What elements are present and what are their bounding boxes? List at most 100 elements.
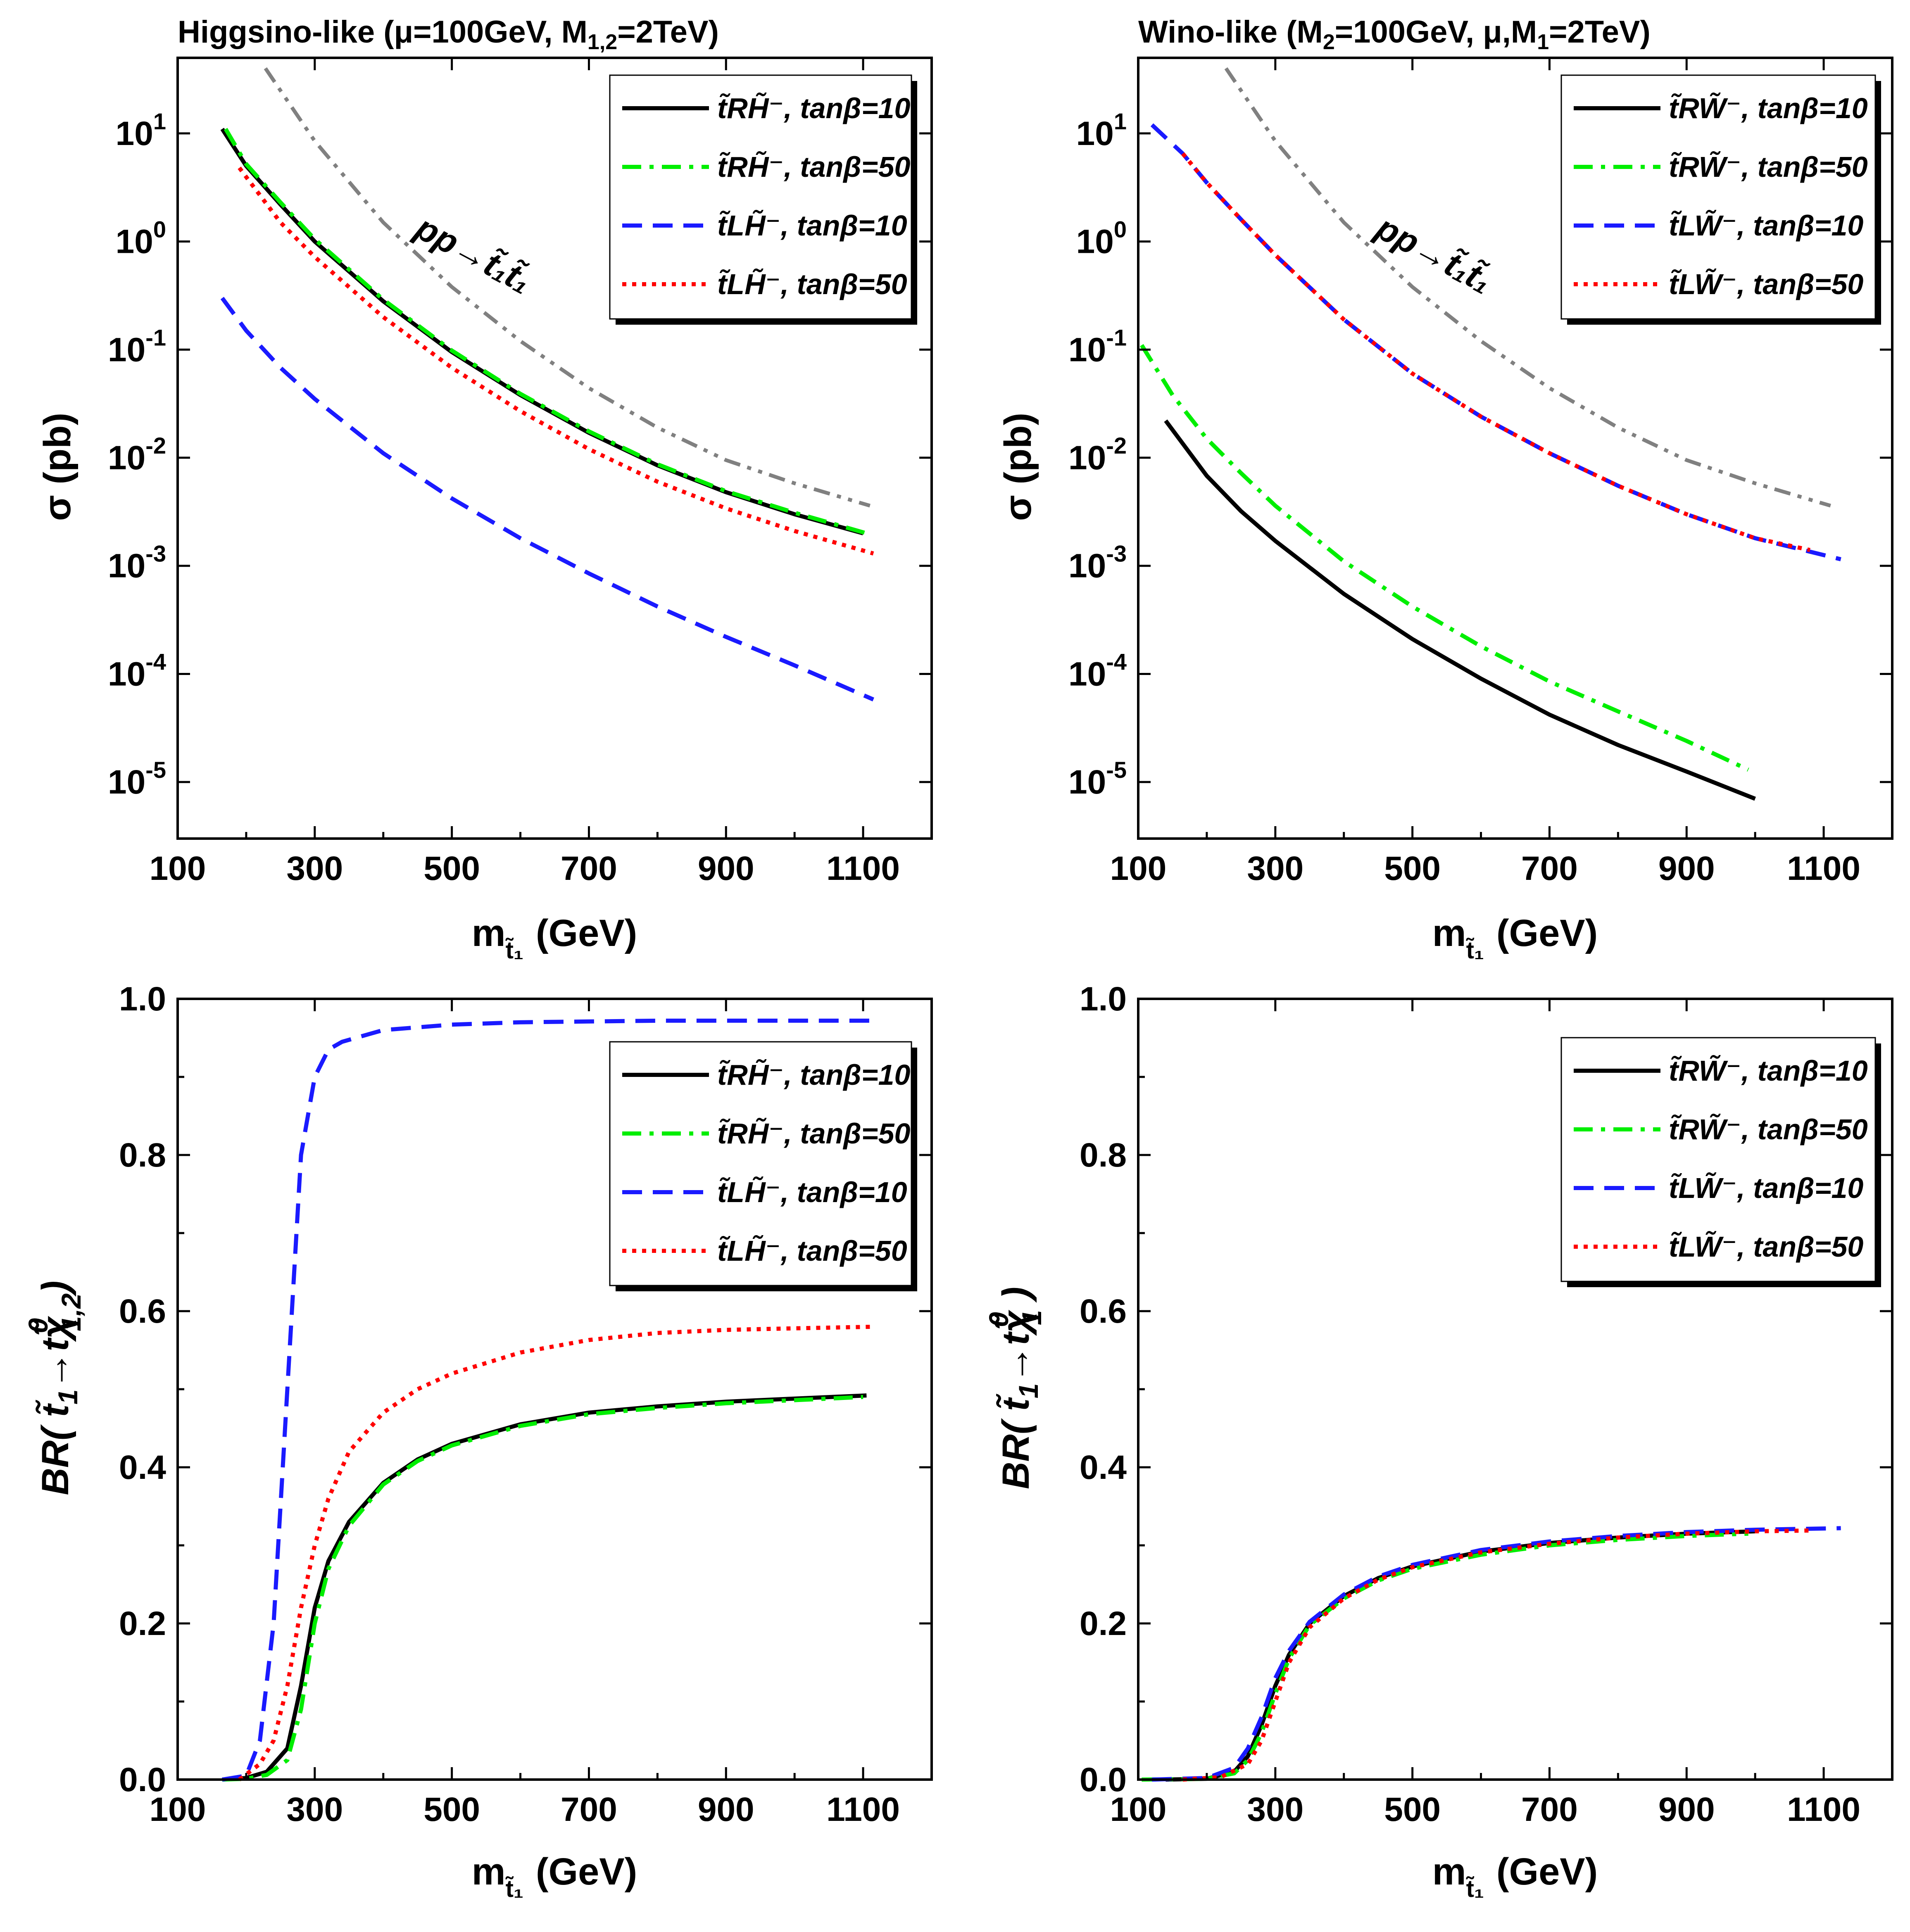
series-line-tL-tan10 <box>222 1018 873 1782</box>
legend-label: t̃LH̃⁻, tanβ=10 <box>717 209 907 242</box>
legend-label: t̃RW̃⁻, tanβ=10 <box>1669 92 1868 124</box>
y-axis-title: BR( t̃1→tχ̃01,2) <box>23 1281 86 1495</box>
legend-label: t̃RH̃⁻, tanβ=50 <box>717 151 911 183</box>
y-tick-label: 10-3 <box>1068 541 1127 585</box>
x-tick-label: 700 <box>561 850 617 887</box>
x-axis-title: mt̃₁ (GeV) <box>1432 912 1598 964</box>
x-tick-label: 1100 <box>1787 1791 1860 1828</box>
y-tick-label: 10-1 <box>108 324 166 368</box>
x-tick-label: 300 <box>1247 850 1303 887</box>
y-tick-label: 0.2 <box>119 1605 166 1642</box>
legend-label: t̃LW̃⁻, tanβ=50 <box>1669 1231 1863 1263</box>
series-line-tL-tan50 <box>1182 1528 1810 1782</box>
x-tick-label: 100 <box>1110 1791 1167 1828</box>
plot-frame <box>176 57 933 840</box>
y-axis-title: σ (pb) <box>997 413 1039 521</box>
x-tick-label: 1100 <box>826 1791 900 1828</box>
series-group <box>222 1018 874 1782</box>
x-tick-label: 500 <box>1384 850 1441 887</box>
y-tick-label: 0.6 <box>119 1293 166 1330</box>
panel-higgsino-branching-ratio: 100 300 500 700 900 1100 0.0 0.2 0.4 0.6 0.8 1.0 t̃… <box>23 980 933 1902</box>
x-tick-label: 100 <box>150 1791 206 1828</box>
series-line-tL-tan50 <box>238 166 874 556</box>
y-tick-label: 10-5 <box>108 757 166 801</box>
legend-label: t̃RH̃⁻, tanβ=10 <box>717 1059 911 1091</box>
y-tick-label: 101 <box>116 108 166 152</box>
axis-ticks: 100 300 500 700 900 1100 101 100 10-1 10-2 10-3 10-… <box>1068 58 1892 887</box>
legend: t̃RH̃⁻, tanβ=10 t̃RH̃⁻, tanβ=50 t̃LH̃⁻, ta… <box>609 74 917 325</box>
series-line-tL-tan10 <box>1152 1526 1841 1782</box>
y-tick-label: 1.0 <box>1080 980 1127 1018</box>
series-line-tR-tan10 <box>1164 419 1756 801</box>
axis-ticks: 100 300 500 700 900 1100 101 100 10-1 10-2 10-3 10-… <box>108 58 932 887</box>
y-tick-label: 0.4 <box>1080 1449 1127 1486</box>
x-tick-label: 300 <box>286 850 343 887</box>
y-tick-label: 10-4 <box>1068 649 1127 693</box>
axis-ticks: 100 300 500 700 900 1100 0.0 0.2 0.4 0.6 0.8 1.0 <box>1080 980 1892 1828</box>
x-tick-label: 300 <box>286 1791 343 1828</box>
series-line-tR-tan50 <box>224 128 867 535</box>
x-tick-label: 100 <box>1110 850 1167 887</box>
series-line-tL-tan50 <box>1181 152 1810 552</box>
y-tick-label: 0.0 <box>1080 1761 1127 1799</box>
x-tick-label: 700 <box>561 1791 617 1828</box>
y-tick-label: 10-3 <box>108 541 166 585</box>
x-axis-title: mt̃₁ (GeV) <box>472 912 637 964</box>
series-line-tL-tan10 <box>220 297 874 701</box>
x-tick-label: 700 <box>1521 850 1578 887</box>
x-axis-title: mt̃₁ (GeV) <box>1432 1851 1598 1902</box>
y-tick-label: 0.2 <box>1080 1605 1127 1642</box>
x-tick-label: 900 <box>698 850 754 887</box>
series-line-stop-pair <box>1224 67 1831 508</box>
plot-frame <box>1137 57 1893 840</box>
legend: t̃RW̃⁻, tanβ=10 t̃RW̃⁻, tanβ=50 t̃LW̃⁻, ta… <box>1560 1037 1881 1287</box>
legend-label: t̃LH̃⁻, tanβ=50 <box>717 268 907 300</box>
series-line-tL-tan50 <box>238 1324 874 1781</box>
legend-box <box>609 74 912 320</box>
y-tick-label: 10-2 <box>1068 433 1127 477</box>
x-tick-label: 500 <box>423 1791 480 1828</box>
legend-label: t̃RH̃⁻, tanβ=50 <box>717 1117 911 1150</box>
series-line-tL-tan10 <box>1150 123 1841 561</box>
x-axis-title: mt̃₁ (GeV) <box>472 1851 637 1902</box>
y-axis-title: σ (pb) <box>36 413 78 521</box>
legend-label: t̃RW̃⁻, tanβ=10 <box>1669 1055 1868 1087</box>
x-tick-label: 100 <box>150 850 206 887</box>
x-tick-label: 700 <box>1521 1791 1578 1828</box>
series-group <box>1142 1526 1841 1782</box>
legend-label: t̃LW̃⁻, tanβ=10 <box>1669 1172 1863 1204</box>
series-line-stop-pair <box>264 67 871 508</box>
legend-label: t̃LW̃⁻, tanβ=50 <box>1669 268 1863 300</box>
series-group <box>1140 67 1841 801</box>
y-tick-label: 101 <box>1076 108 1127 152</box>
x-tick-label: 900 <box>1658 850 1715 887</box>
axis-ticks: 100 300 500 700 900 1100 0.0 0.2 0.4 0.6 0.8 1.0 <box>119 980 932 1828</box>
x-tick-label: 500 <box>423 850 480 887</box>
legend: t̃RH̃⁻, tanβ=10 t̃RH̃⁻, tanβ=50 t̃LH̃⁻, ta… <box>609 1041 917 1291</box>
y-tick-label: 10-2 <box>108 433 166 477</box>
x-tick-label: 900 <box>1658 1791 1715 1828</box>
y-axis-title: BR( t̃1→tχ̃01 ) <box>983 1287 1047 1489</box>
legend-box <box>1560 1037 1876 1282</box>
x-tick-label: 300 <box>1247 1791 1303 1828</box>
panel-higgsino-cross-section: Higgsino-like (μ=100GeV, M1,2=2TeV) 100 3… <box>36 14 933 964</box>
x-tick-label: 1100 <box>1787 850 1860 887</box>
y-tick-label: 10-5 <box>1068 757 1127 801</box>
y-tick-label: 0.0 <box>119 1761 166 1799</box>
y-tick-label: 10-1 <box>1068 324 1127 368</box>
series-line-tR-tan50 <box>1140 344 1749 772</box>
y-tick-label: 0.8 <box>1080 1136 1127 1174</box>
y-tick-label: 0.4 <box>119 1449 166 1486</box>
y-tick-label: 100 <box>116 216 166 261</box>
legend-label: t̃LW̃⁻, tanβ=10 <box>1669 209 1863 242</box>
y-tick-label: 0.8 <box>119 1136 166 1174</box>
y-tick-label: 10-4 <box>108 649 166 693</box>
legend-label: t̃RW̃⁻, tanβ=50 <box>1669 1113 1868 1145</box>
legend-label: t̃RW̃⁻, tanβ=50 <box>1669 151 1868 183</box>
legend-box <box>609 1041 912 1286</box>
legend-label: t̃LH̃⁻, tanβ=10 <box>717 1176 907 1208</box>
x-tick-label: 500 <box>1384 1791 1441 1828</box>
x-tick-label: 900 <box>698 1791 754 1828</box>
legend-label: t̃RH̃⁻, tanβ=10 <box>717 92 911 124</box>
